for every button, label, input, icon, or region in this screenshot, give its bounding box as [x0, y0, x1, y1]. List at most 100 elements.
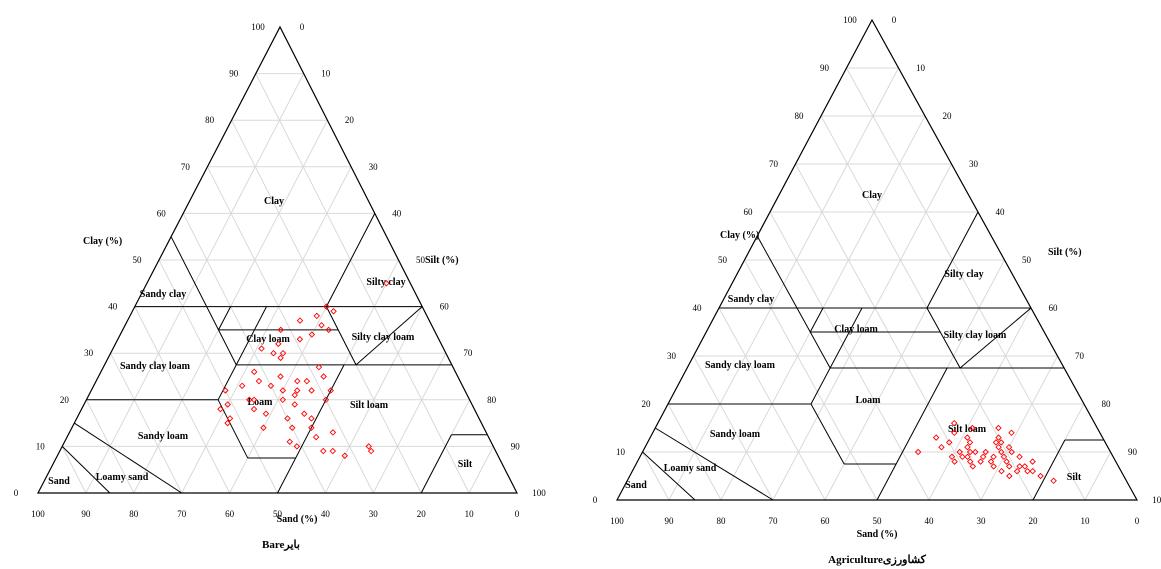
sample-point — [367, 447, 375, 455]
texture-boundary — [756, 235, 811, 333]
sample-point — [255, 377, 263, 385]
sand-axis-title: Sand (%) — [857, 529, 898, 540]
clay-tick-label: 0 — [593, 495, 598, 505]
texture-boundary — [170, 236, 219, 331]
silt-tick-label: 20 — [943, 111, 953, 121]
texture-label: Sandy clay loam — [120, 361, 191, 372]
clay-tick-label: 50 — [133, 255, 143, 265]
sample-point — [277, 326, 285, 334]
silt-axis-title: Silt (%) — [425, 255, 459, 266]
silt-tick-label: 50 — [1022, 255, 1032, 265]
silt-tick-label: 80 — [1102, 399, 1112, 409]
clay-tick-label: 40 — [108, 302, 118, 312]
sample-point — [995, 434, 1002, 441]
sand-tick-label: 60 — [225, 509, 235, 519]
sample-point — [948, 453, 956, 461]
sand-tick-label: 100 — [610, 516, 624, 526]
sample-point — [224, 401, 231, 408]
texture-boundary — [829, 307, 863, 369]
sand-tick-label: 100 — [31, 509, 45, 519]
sample-point — [323, 303, 330, 310]
sand-tick-label: 60 — [821, 516, 831, 526]
sample-point — [951, 458, 958, 465]
sample-point — [284, 415, 291, 422]
sample-point — [330, 308, 337, 315]
texture-boundary — [420, 434, 452, 494]
texture-boundary — [295, 364, 345, 459]
sample-point — [258, 345, 265, 352]
sample-point — [945, 439, 953, 446]
sample-point — [383, 280, 390, 287]
texture-boundary — [959, 307, 1032, 369]
sample-point — [1006, 472, 1013, 480]
sample-point — [288, 424, 296, 431]
clay-tick-label: 100 — [251, 22, 265, 32]
sample-point — [992, 439, 1000, 446]
sample-point — [1005, 443, 1013, 451]
sample-point — [997, 439, 1005, 446]
sample-point — [301, 410, 308, 418]
grid-line — [110, 352, 183, 494]
sample-point — [275, 340, 282, 348]
grid-line — [744, 259, 878, 501]
sample-point — [293, 443, 301, 450]
clay-tick-label: 60 — [744, 207, 754, 217]
clay-tick-label: 80 — [795, 111, 805, 121]
sand-tick-label: 90 — [81, 509, 91, 519]
texture-boundary — [218, 306, 232, 331]
texture-boundary — [809, 307, 824, 333]
texture-label: Sand — [48, 476, 70, 487]
silt-tick-label: 90 — [1128, 447, 1138, 457]
sample-point — [296, 335, 304, 343]
clay-tick-label: 70 — [181, 162, 191, 172]
sample-point — [1037, 472, 1044, 480]
sample-point — [286, 438, 293, 445]
silt-tick-label: 60 — [440, 302, 450, 312]
silt-tick-label: 70 — [1075, 351, 1085, 361]
sample-point — [956, 448, 963, 456]
clay-tick-label: 80 — [205, 115, 215, 125]
sample-point — [308, 415, 315, 422]
grid-line — [158, 259, 278, 494]
sample-point — [250, 396, 258, 404]
sand-axis-title: Sand (%) — [277, 514, 318, 525]
texture-label: Loam — [248, 397, 274, 408]
sand-tick-label: 70 — [177, 509, 187, 519]
clay-axis-title: Clay (%) — [720, 230, 759, 241]
texture-boundary — [235, 306, 267, 366]
sample-point — [998, 448, 1005, 456]
sample-point — [1016, 463, 1023, 470]
sample-point — [322, 396, 330, 404]
sample-point — [250, 405, 258, 413]
texture-boundary — [1032, 439, 1066, 501]
texture-label: Silty clay loam — [352, 332, 415, 343]
clay-tick-label: 10 — [36, 441, 46, 451]
sample-point — [1021, 463, 1029, 470]
sample-point — [982, 448, 989, 456]
sample-point — [277, 373, 284, 380]
clay-tick-label: 30 — [667, 351, 677, 361]
sample-point — [293, 387, 301, 394]
texture-boundary — [277, 457, 297, 494]
sample-point — [995, 443, 1002, 451]
texture-boundary — [654, 427, 774, 501]
texture-label: Sandy clay — [140, 289, 186, 300]
sand-tick-label: 50 — [873, 516, 883, 526]
sample-point — [964, 443, 971, 451]
clay-tick-label: 20 — [60, 395, 70, 405]
sample-point — [262, 410, 270, 418]
grid-line — [324, 306, 423, 494]
chart-caption: Bareبایر — [262, 539, 300, 551]
grid-line — [468, 446, 494, 494]
texture-label: Clay loam — [246, 334, 290, 345]
clay-tick-label: 90 — [820, 63, 830, 73]
silt-tick-label: 10 — [916, 63, 926, 73]
sand-tick-label: 0 — [1135, 516, 1140, 526]
sample-point — [979, 453, 987, 461]
silt-tick-label: 30 — [969, 159, 979, 169]
texture-label: Loamy sand — [96, 472, 149, 483]
sand-tick-label: 10 — [465, 509, 475, 519]
silt-tick-label: 60 — [1049, 303, 1059, 313]
texture-label: Clay loam — [834, 324, 878, 335]
